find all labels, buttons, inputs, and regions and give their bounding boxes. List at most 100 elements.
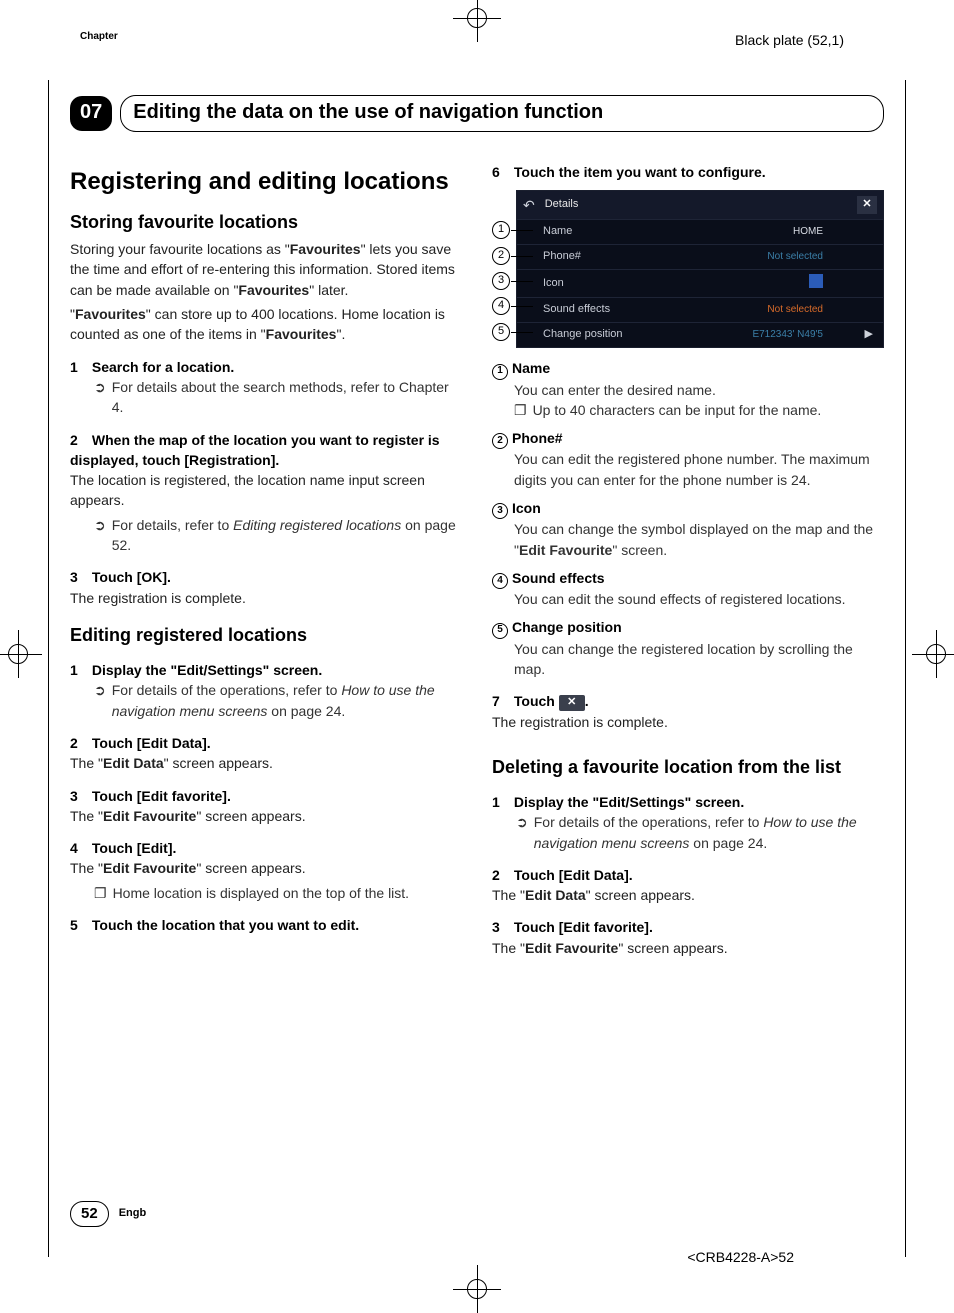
step-number: 6 (492, 162, 510, 182)
enum-sound: 4Sound effects You can edit the sound ef… (492, 568, 884, 610)
row-label: Phone# (543, 249, 767, 265)
enum-number: 1 (492, 364, 508, 380)
subsection-heading: Editing registered locations (70, 622, 462, 648)
text-bold: Edit Favourite (525, 940, 618, 956)
step-text: Touch the item you want to configure. (514, 164, 766, 180)
step-number: 1 (70, 357, 88, 377)
step-text: Touch [Edit Data]. (514, 867, 633, 883)
step-number: 3 (70, 567, 88, 587)
close-button-icon[interactable]: ✕ (559, 695, 585, 711)
step-number: 4 (70, 838, 88, 858)
text: " later. (309, 282, 348, 298)
note-icon: ❐ (94, 883, 107, 903)
text: " screen appears. (164, 755, 273, 771)
step-number: 1 (70, 660, 88, 680)
reference-bullet: ➲ For details, refer to Editing register… (70, 515, 462, 556)
close-icon[interactable]: ✕ (857, 196, 877, 214)
row-label: Icon (543, 276, 809, 292)
screenshot-row-name[interactable]: Name HOME (517, 219, 883, 244)
bullet-text: For details, refer to Editing registered… (112, 515, 462, 556)
enum-body: You can edit the registered phone number… (492, 449, 884, 490)
row-value: HOME (793, 225, 823, 240)
intro-paragraph-2: "Favourites" can store up to 400 locatio… (70, 304, 462, 345)
trim-line-right (905, 80, 906, 1257)
step-heading: 2 Touch [Edit Data]. (70, 733, 462, 753)
row-value (809, 274, 823, 294)
screenshot-row-phone[interactable]: Phone# Not selected (517, 244, 883, 269)
text: on page 24. (689, 835, 767, 851)
enum-body: You can change the symbol displayed on t… (492, 519, 884, 560)
bullet-text: For details of the operations, refer to … (534, 812, 884, 853)
step-text: . (585, 693, 589, 709)
page-number-badge: 52 (70, 1201, 109, 1227)
step-heading: 4 Touch [Edit]. (70, 838, 462, 858)
row-label: Sound effects (543, 302, 767, 318)
bullet-text: Up to 40 characters can be input for the… (533, 400, 822, 420)
registration-mark-icon (467, 8, 487, 28)
step-heading: 1 Search for a location. (70, 357, 462, 377)
screenshot-row-position[interactable]: Change position E712343' N49'5 ▶ (517, 322, 883, 347)
reference-bullet: ➲ For details of the operations, refer t… (492, 812, 884, 853)
enum-title: Icon (512, 500, 541, 516)
text: " screen appears. (196, 860, 305, 876)
enum-body: You can change the registered location b… (492, 639, 884, 680)
step-number: 3 (492, 917, 510, 937)
screenshot-row-sound[interactable]: Sound effects Not selected (517, 297, 883, 322)
step-body: The location is registered, the location… (70, 470, 462, 511)
registration-mark-icon (8, 644, 28, 664)
reference-icon: ➲ (516, 812, 528, 853)
enum-phone: 2Phone# You can edit the registered phon… (492, 428, 884, 490)
step-text: Display the "Edit/Settings" screen. (514, 794, 744, 810)
callout-4: 4 (492, 297, 510, 315)
text-bold: Edit Favourite (103, 808, 196, 824)
step-number: 7 (492, 691, 510, 711)
step-text: Display the "Edit/Settings" screen. (92, 662, 322, 678)
step-text: Touch [Edit]. (92, 840, 177, 856)
text-bold: Favourites (266, 326, 337, 342)
step-body: The "Edit Data" screen appears. (492, 885, 884, 905)
crop-mark-bottom (467, 1279, 487, 1299)
text: The " (70, 860, 103, 876)
subsection-heading: Deleting a favourite location from the l… (492, 754, 884, 780)
text-bold: Edit Favourite (103, 860, 196, 876)
screenshot-row-icon[interactable]: Icon (517, 269, 883, 298)
step-body: The "Edit Favourite" screen appears. (70, 858, 462, 878)
text-bold: Edit Favourite (519, 542, 612, 558)
step-heading: 1 Display the "Edit/Settings" screen. (492, 792, 884, 812)
text: ". (336, 326, 345, 342)
text-bold: Favourites (75, 306, 146, 322)
step-number: 5 (70, 915, 88, 935)
step-text: Touch [OK]. (92, 569, 171, 585)
enum-number: 5 (492, 623, 508, 639)
text: For details, refer to (112, 517, 233, 533)
step-heading: 2 When the map of the location you want … (70, 430, 462, 471)
step-body: The "Edit Favourite" screen appears. (492, 938, 884, 958)
subsection-heading: Storing favourite locations (70, 209, 462, 235)
step-heading: 3 Touch [Edit favorite]. (492, 917, 884, 937)
step-heading: 5 Touch the location that you want to ed… (70, 915, 462, 935)
back-icon[interactable]: ↶ (523, 195, 535, 215)
row-value: E712343' N49'5 (752, 328, 823, 343)
note-icon: ❐ (514, 400, 527, 420)
step-text: Search for a location. (92, 359, 234, 375)
step-number: 2 (70, 733, 88, 753)
enum-title: Name (512, 360, 550, 376)
enum-number: 3 (492, 503, 508, 519)
crop-mark-left (8, 644, 28, 664)
step-number: 2 (492, 865, 510, 885)
text-bold: Edit Data (103, 755, 164, 771)
step-text: Touch (514, 693, 559, 709)
reference-icon: ➲ (94, 377, 106, 418)
chapter-title: Editing the data on the use of navigatio… (133, 98, 867, 127)
reference-icon: ➲ (94, 515, 106, 556)
section-heading: Registering and editing locations (70, 168, 462, 196)
trim-line-left (48, 80, 49, 1257)
reference-bullet: ➲ For details about the search methods, … (70, 377, 462, 418)
favourite-icon (809, 274, 823, 288)
step-text: When the map of the location you want to… (70, 432, 440, 468)
callout-5: 5 (492, 323, 510, 341)
screenshot-header: ↶ Details ✕ (517, 191, 883, 219)
step-number: 1 (492, 792, 510, 812)
note-bullet: ❐ Up to 40 characters can be input for t… (492, 400, 884, 420)
step-heading: 2 Touch [Edit Data]. (492, 865, 884, 885)
